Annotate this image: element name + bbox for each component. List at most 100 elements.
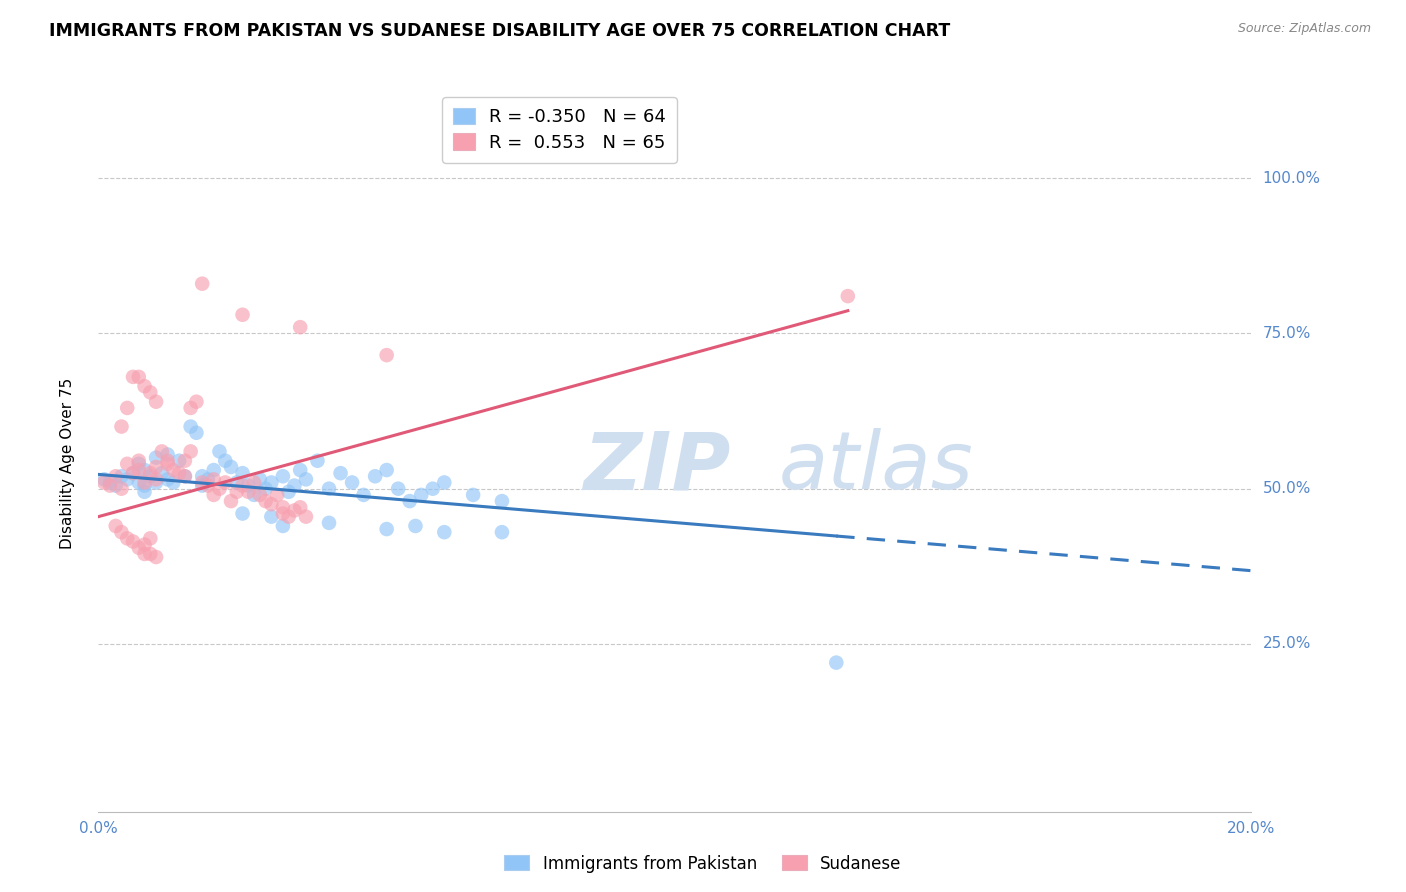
- Point: [180, 401, 202, 415]
- Point: [186, 425, 208, 440]
- Point: [128, 475, 150, 490]
- Point: [145, 549, 167, 564]
- Point: [219, 494, 242, 508]
- Point: [98, 475, 121, 490]
- Point: [208, 482, 231, 496]
- Point: [104, 478, 127, 492]
- Point: [104, 469, 127, 483]
- Point: [271, 500, 294, 515]
- Point: [202, 488, 225, 502]
- Point: [290, 463, 312, 477]
- Text: ZIP: ZIP: [582, 428, 730, 507]
- Point: [156, 448, 179, 462]
- Text: 25.0%: 25.0%: [1263, 637, 1310, 651]
- Point: [202, 472, 225, 486]
- Point: [134, 538, 156, 552]
- Point: [307, 454, 329, 468]
- Point: [117, 472, 139, 486]
- Point: [186, 394, 208, 409]
- Point: [180, 419, 202, 434]
- Point: [93, 475, 115, 490]
- Point: [491, 494, 513, 508]
- Point: [243, 488, 266, 502]
- Point: [156, 454, 179, 468]
- Point: [290, 320, 312, 334]
- Point: [98, 478, 121, 492]
- Point: [225, 475, 247, 490]
- Point: [145, 475, 167, 490]
- Point: [318, 482, 340, 496]
- Point: [167, 466, 190, 480]
- Point: [271, 469, 294, 483]
- Point: [134, 547, 156, 561]
- Point: [375, 463, 398, 477]
- Point: [134, 475, 156, 490]
- Point: [139, 466, 162, 480]
- Point: [110, 469, 132, 483]
- Point: [180, 444, 202, 458]
- Point: [197, 478, 219, 492]
- Point: [231, 507, 254, 521]
- Point: [117, 457, 139, 471]
- Point: [122, 466, 145, 480]
- Legend: Immigrants from Pakistan, Sudanese: Immigrants from Pakistan, Sudanese: [498, 848, 908, 880]
- Point: [433, 475, 456, 490]
- Point: [117, 401, 139, 415]
- Point: [162, 463, 184, 477]
- Point: [139, 532, 162, 546]
- Point: [375, 522, 398, 536]
- Point: [387, 482, 409, 496]
- Point: [271, 507, 294, 521]
- Point: [398, 494, 420, 508]
- Point: [134, 379, 156, 393]
- Point: [150, 444, 173, 458]
- Point: [145, 472, 167, 486]
- Point: [295, 472, 318, 486]
- Point: [104, 519, 127, 533]
- Point: [260, 475, 283, 490]
- Point: [110, 482, 132, 496]
- Point: [254, 482, 277, 496]
- Point: [156, 472, 179, 486]
- Point: [271, 519, 294, 533]
- Point: [145, 450, 167, 465]
- Point: [93, 472, 115, 486]
- Point: [128, 541, 150, 555]
- Point: [405, 519, 427, 533]
- Point: [461, 488, 484, 502]
- Point: [283, 503, 305, 517]
- Point: [174, 469, 197, 483]
- Point: [364, 469, 387, 483]
- Point: [134, 484, 156, 499]
- Point: [260, 497, 283, 511]
- Point: [110, 419, 132, 434]
- Point: [277, 484, 299, 499]
- Point: [122, 369, 145, 384]
- Point: [167, 454, 190, 468]
- Text: IMMIGRANTS FROM PAKISTAN VS SUDANESE DISABILITY AGE OVER 75 CORRELATION CHART: IMMIGRANTS FROM PAKISTAN VS SUDANESE DIS…: [49, 22, 950, 40]
- Point: [162, 475, 184, 490]
- Point: [202, 463, 225, 477]
- Point: [243, 475, 266, 490]
- Point: [122, 534, 145, 549]
- Point: [825, 656, 848, 670]
- Point: [231, 308, 254, 322]
- Point: [197, 472, 219, 486]
- Point: [128, 454, 150, 468]
- Point: [231, 466, 254, 480]
- Point: [139, 547, 162, 561]
- Point: [433, 525, 456, 540]
- Point: [290, 500, 312, 515]
- Point: [249, 488, 271, 502]
- Point: [122, 466, 145, 480]
- Point: [145, 394, 167, 409]
- Legend: R = -0.350   N = 64, R =  0.553   N = 65: R = -0.350 N = 64, R = 0.553 N = 65: [443, 97, 676, 162]
- Point: [225, 484, 247, 499]
- Point: [411, 488, 433, 502]
- Point: [491, 525, 513, 540]
- Point: [422, 482, 444, 496]
- Text: Source: ZipAtlas.com: Source: ZipAtlas.com: [1237, 22, 1371, 36]
- Point: [329, 466, 352, 480]
- Point: [295, 509, 318, 524]
- Point: [191, 475, 214, 490]
